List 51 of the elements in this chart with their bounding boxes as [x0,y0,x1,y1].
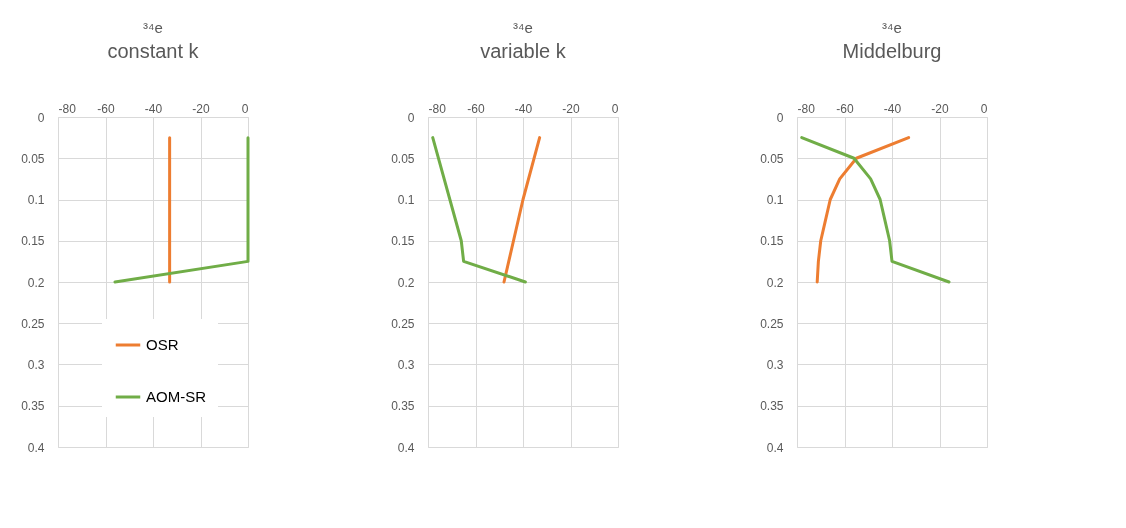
y-tick-label: 0.2 [397,275,415,290]
x-tick-label: -40 [883,101,902,116]
y-tick-label: 0.05 [21,151,45,166]
y-tick-label: 0.2 [27,275,45,290]
x-tick-label: -40 [144,101,163,116]
x-tick-label: 0 [241,101,249,116]
x-tick-label: -20 [192,101,210,116]
line-series [800,136,951,284]
chart-subtitle: Middelburg [842,40,942,62]
x-tick-label: -60 [836,101,854,116]
x-tick-label: -80 [58,101,77,116]
x-tick-label: -80 [797,101,816,116]
chart-title: ³⁴e [513,19,533,36]
x-tick-label: -20 [562,101,580,116]
x-tick-label: -60 [467,101,485,116]
y-tick-label: 0.3 [766,358,784,372]
x-tick-label: -60 [97,101,115,116]
x-tick-label: 0 [980,101,988,116]
line-series [431,136,527,284]
y-tick-label: 0.15 [760,234,784,249]
chart-subtitle: variable k [480,40,567,62]
chart-title: ³⁴e [882,19,902,36]
y-tick-label: 0.05 [391,151,415,166]
y-tick-label: 0.35 [760,399,784,414]
y-tick-label: 0.25 [391,316,415,331]
y-tick-label: 0.25 [760,316,784,331]
y-tick-label: 0.35 [391,399,415,414]
y-tick-label: 0.1 [766,193,784,207]
chart-subtitle: constant k [107,40,200,62]
x-tick-label: -40 [514,101,533,116]
y-tick-label: 0.4 [27,440,45,455]
y-tick-label: 0.05 [760,151,784,166]
y-tick-label: 0.2 [766,275,784,290]
y-tick-label: 0.4 [766,440,784,455]
y-tick-label: 0.35 [21,399,45,414]
x-tick-label: -20 [931,101,949,116]
chart-title: ³⁴e [143,19,163,36]
line-series [815,136,911,284]
line-series [502,136,542,284]
y-tick-label: 0.15 [391,234,415,249]
y-tick-label: 0.1 [27,193,45,207]
y-tick-label: 0.3 [397,358,415,372]
legend-label: OSR [146,336,179,353]
y-tick-label: 0.15 [21,234,45,249]
x-tick-label: -80 [428,101,447,116]
y-tick-label: 0.1 [397,193,415,207]
y-tick-label: 0.4 [397,440,415,455]
x-tick-label: 0 [611,101,619,116]
y-tick-label: 0.25 [21,316,45,331]
y-tick-label: 0.3 [27,358,45,372]
legend-label: AOM-SR [146,388,207,405]
